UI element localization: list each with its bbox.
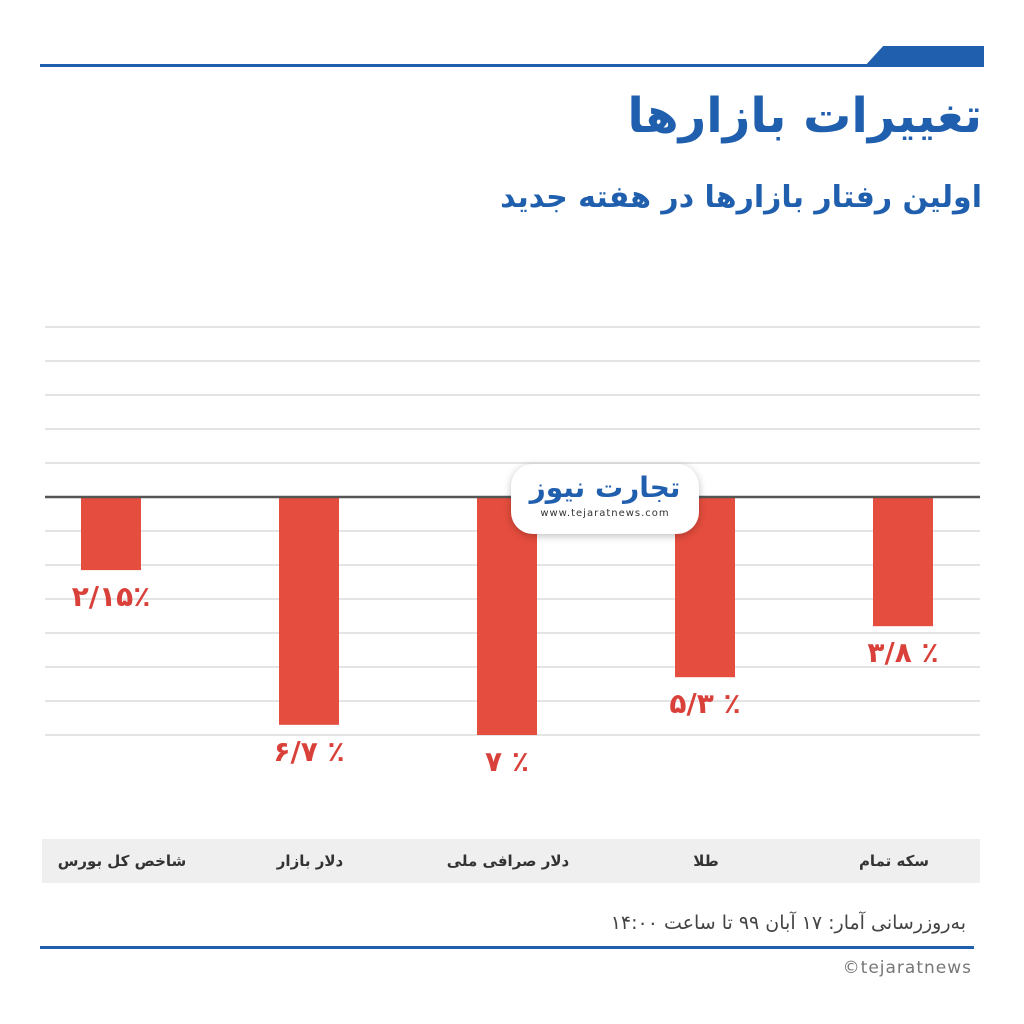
copyright: ©tejaratnews	[842, 958, 972, 978]
logo-url: www.tejaratnews.com	[540, 508, 670, 519]
bar	[477, 497, 537, 735]
logo-name: تجارت نیوز	[529, 471, 681, 504]
source-note: به‌روزرسانی آمار: ۱۷ آبان ۹۹ تا ساعت ۱۴:…	[610, 912, 966, 934]
header-accent-tab	[864, 46, 984, 67]
bar	[279, 497, 339, 725]
bar	[81, 497, 141, 571]
category-band	[42, 839, 980, 883]
data-label: ۳/۸ ٪	[867, 636, 938, 669]
category-label: طلا	[693, 852, 719, 870]
footer-rule	[40, 946, 974, 949]
bar-chart: ۳/۸ ٪ ۵/۳ ٪ ۷ ٪ ۶/۷ ٪ ۲/۱۵٪	[45, 326, 980, 778]
chart-area: ۳/۸ ٪ ۵/۳ ٪ ۷ ٪ ۶/۷ ٪ ۲/۱۵٪	[0, 300, 1024, 820]
category-label: دلار بازار	[276, 852, 344, 870]
data-label: ۷ ٪	[485, 745, 529, 778]
header-rule	[40, 64, 984, 67]
data-label: ۲/۱۵٪	[72, 580, 151, 613]
data-label: ۵/۳ ٪	[669, 687, 740, 720]
bar	[873, 497, 933, 627]
category-label: سکه تمام	[858, 852, 930, 870]
chart-title: تغییرات بازارها	[627, 88, 982, 144]
data-label: ۶/۷ ٪	[273, 735, 344, 768]
brand-logo: تجارت نیوز www.tejaratnews.com	[511, 464, 699, 534]
category-label: شاخص کل بورس	[57, 852, 187, 870]
chart-subtitle: اولین رفتار بازارها در هفته جدید	[500, 180, 982, 215]
category-label: دلار صرافی ملی	[446, 852, 570, 870]
